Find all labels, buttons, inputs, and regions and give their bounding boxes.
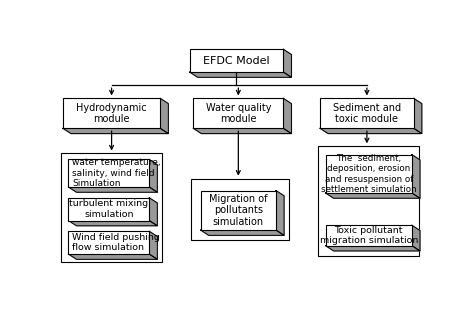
Polygon shape [283,49,292,77]
FancyBboxPatch shape [61,153,162,262]
Polygon shape [412,155,420,198]
FancyBboxPatch shape [318,146,419,257]
FancyBboxPatch shape [326,225,412,246]
Polygon shape [190,72,292,77]
FancyBboxPatch shape [191,179,289,240]
Polygon shape [201,230,284,235]
Polygon shape [326,193,420,198]
Polygon shape [320,128,422,134]
Polygon shape [68,187,157,192]
FancyBboxPatch shape [68,231,149,254]
Polygon shape [412,225,420,251]
Polygon shape [193,128,292,134]
Polygon shape [414,98,422,134]
FancyBboxPatch shape [68,198,149,220]
FancyBboxPatch shape [326,155,412,193]
Text: Sediment and
toxic module: Sediment and toxic module [333,103,401,124]
Polygon shape [63,128,168,134]
Polygon shape [326,246,420,251]
Polygon shape [68,220,157,226]
Text: EFDC Model: EFDC Model [203,56,270,66]
Text: The  sediment,
deposition, erosion
and resuspension of
settlement simulation: The sediment, deposition, erosion and re… [321,154,417,194]
FancyBboxPatch shape [320,98,414,128]
Polygon shape [160,98,168,134]
Polygon shape [283,98,292,134]
Text: Water quality
module: Water quality module [206,103,271,124]
Polygon shape [68,254,157,259]
FancyBboxPatch shape [190,49,283,72]
Polygon shape [149,231,157,259]
FancyBboxPatch shape [68,160,149,187]
Text: Toxic pollutant
migration simulation: Toxic pollutant migration simulation [319,226,418,245]
Text: Hydrodynamic
module: Hydrodynamic module [76,103,147,124]
Text: Migration of
pollutants
simulation: Migration of pollutants simulation [209,194,268,227]
Text: Wind field pushing
flow simulation: Wind field pushing flow simulation [72,233,160,252]
FancyBboxPatch shape [201,191,276,230]
Polygon shape [149,198,157,226]
Polygon shape [149,160,157,192]
Text: turbulent mixing
simulation: turbulent mixing simulation [69,199,148,219]
Text: water temperature,
salinity, wind field
Simulation: water temperature, salinity, wind field … [72,158,161,188]
FancyBboxPatch shape [193,98,283,128]
FancyBboxPatch shape [63,98,160,128]
Polygon shape [276,191,284,235]
